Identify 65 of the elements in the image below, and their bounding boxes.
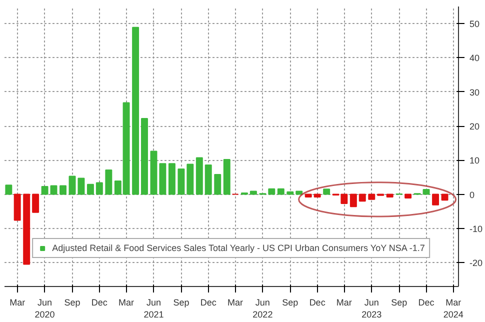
x-tick-label: Dec — [418, 298, 435, 308]
x-tick-label: Mar — [227, 298, 243, 308]
bar — [422, 189, 430, 195]
x-tick-label: Mar — [336, 298, 352, 308]
bar — [286, 191, 294, 195]
bar — [186, 164, 194, 195]
x-tick-label: Sep — [282, 298, 298, 308]
bar — [178, 168, 185, 195]
x-tick-label: Sep — [173, 298, 190, 308]
y-tick-label: -10 — [470, 224, 483, 234]
bar — [214, 174, 222, 195]
bar — [368, 194, 376, 200]
y-tick-label: 40 — [470, 53, 480, 64]
x-tick-label: Sep — [391, 298, 408, 308]
x-tick-label: Jun 2020 — [34, 298, 55, 320]
bar — [350, 194, 357, 208]
y-tick-label: 0 — [470, 190, 475, 200]
bar — [86, 184, 94, 195]
bar — [323, 188, 330, 195]
bar — [5, 184, 12, 195]
y-tick-label: 20 — [470, 122, 480, 132]
y-tick-label: 30 — [470, 87, 480, 98]
bar — [386, 194, 394, 198]
x-tick-label: Jun 2023 — [362, 298, 382, 320]
bar — [441, 194, 448, 201]
bar — [432, 194, 439, 206]
bar — [105, 170, 112, 195]
bar — [78, 178, 85, 195]
x-tick-label: Mar — [118, 298, 134, 308]
bar — [296, 190, 303, 195]
bar — [358, 194, 366, 202]
x-tick-label: Dec — [200, 298, 217, 308]
bar — [168, 163, 176, 195]
bar — [32, 194, 40, 213]
bar — [150, 150, 158, 195]
bar — [196, 157, 203, 195]
bar — [304, 194, 312, 198]
bar — [204, 164, 212, 195]
bar — [23, 194, 30, 265]
bar — [159, 163, 166, 195]
bar — [250, 190, 257, 195]
bar — [60, 185, 66, 195]
bar — [314, 194, 321, 198]
x-tick-label: Mar — [10, 298, 26, 308]
y-tick-label: -20 — [470, 258, 483, 268]
bar — [223, 158, 230, 195]
x-tick-label: Dec — [309, 298, 326, 308]
bar — [68, 176, 76, 195]
legend-label: Adjusted Retail & Food Services Sales Total Yearly - US CPI Urban Consumers YoY NSA -1.7 — [52, 243, 425, 253]
bar — [268, 188, 276, 195]
y-tick-label: 50 — [470, 19, 480, 30]
bar — [50, 185, 58, 195]
bar — [277, 188, 284, 195]
x-tick-label: Jun 2021 — [144, 298, 164, 320]
y-tick-label: 10 — [470, 156, 480, 166]
x-tick-label: Sep — [64, 298, 80, 308]
bar — [404, 194, 412, 199]
x-tick-label: Dec — [91, 298, 108, 308]
bar — [141, 118, 148, 195]
x-tick-label: Jun 2022 — [252, 298, 273, 320]
bar — [41, 186, 48, 195]
bar — [14, 194, 21, 221]
bar — [96, 182, 103, 195]
x-tick-label: Mar 2024 — [443, 298, 464, 320]
bar — [132, 26, 140, 195]
